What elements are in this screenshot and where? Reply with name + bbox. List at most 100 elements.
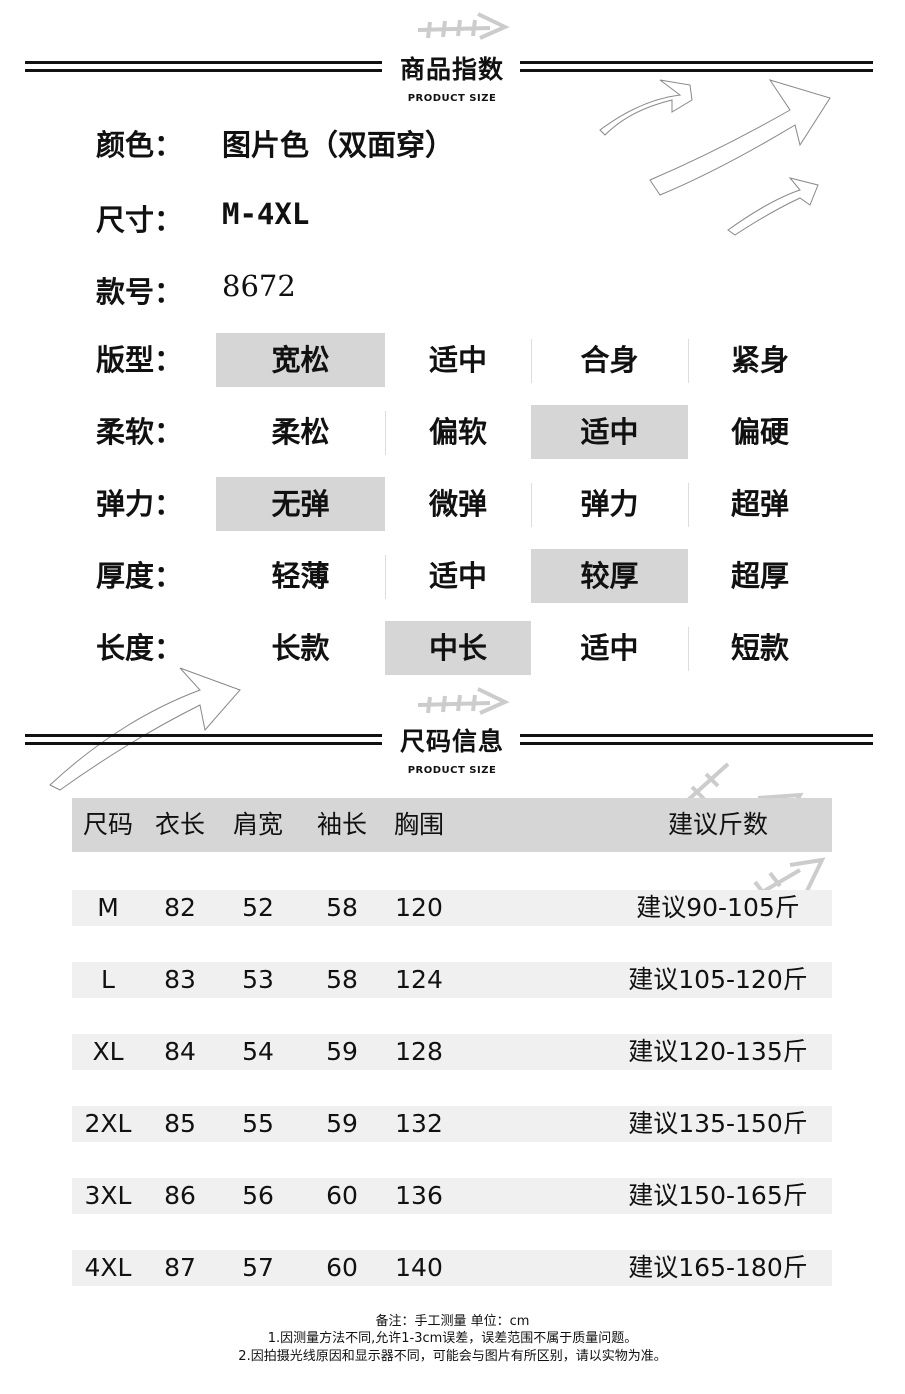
column-header: 建议斤数 xyxy=(667,810,768,839)
attribute-label: 厚度： xyxy=(96,559,184,593)
column-header: 袖长 xyxy=(316,810,367,839)
divider xyxy=(25,69,382,72)
table-cell: 3XL xyxy=(84,1181,132,1210)
section-title: 商品指数 xyxy=(399,55,504,84)
info-value: 8672 xyxy=(222,269,296,303)
column-header: 衣长 xyxy=(154,810,205,839)
table-cell: 建议165-180斤 xyxy=(628,1253,808,1282)
info-label: 尺寸： xyxy=(96,203,184,237)
table-cell: 59 xyxy=(326,1109,358,1138)
divider xyxy=(25,734,382,737)
table-cell: 建议105-120斤 xyxy=(628,965,808,994)
divider xyxy=(385,411,386,455)
divider xyxy=(25,742,382,745)
table-cell: 建议150-165斤 xyxy=(628,1181,808,1210)
attribute-option: 超弹 xyxy=(730,487,789,521)
attribute-option: 长款 xyxy=(271,631,330,665)
attribute-option: 合身 xyxy=(580,343,639,377)
attribute-option: 短款 xyxy=(730,631,789,665)
attribute-option: 超厚 xyxy=(730,559,789,593)
divider xyxy=(25,61,382,64)
attribute-row: 版型： 宽松 适中 合身 紧身 xyxy=(0,333,905,387)
attribute-option: 柔松 xyxy=(271,415,330,449)
attribute-option: 适中 xyxy=(428,343,487,377)
divider xyxy=(531,339,532,383)
table-cell: 2XL xyxy=(84,1109,132,1138)
attribute-label: 柔软： xyxy=(96,415,184,449)
table-cell: 124 xyxy=(395,965,443,994)
section-subtitle: PRODUCT SIZE xyxy=(407,765,497,776)
divider xyxy=(688,483,689,527)
table-row: L 83 53 58 124 建议105-120斤 xyxy=(72,962,832,998)
attribute-option: 无弹 xyxy=(216,477,385,531)
table-cell: 56 xyxy=(242,1181,274,1210)
divider xyxy=(520,61,873,64)
table-cell: M xyxy=(97,893,119,922)
table-cell: 132 xyxy=(395,1109,443,1138)
info-label: 颜色： xyxy=(96,128,184,162)
attribute-option: 微弹 xyxy=(428,487,487,521)
divider xyxy=(520,69,873,72)
info-value: 图片色（双面穿） xyxy=(222,128,455,162)
table-cell: 60 xyxy=(326,1253,358,1282)
info-color: 颜色： 图片色（双面穿） xyxy=(96,122,454,164)
table-cell: 84 xyxy=(164,1037,196,1066)
attribute-label: 版型： xyxy=(96,343,184,377)
table-cell: 85 xyxy=(164,1109,196,1138)
table-cell: 58 xyxy=(326,893,358,922)
note-line: 1.因测量方法不同,允许1-3cm误差，误差范围不属于质量问题。 xyxy=(267,1331,638,1346)
table-cell: 87 xyxy=(164,1253,196,1282)
info-size: 尺寸： M-4XL xyxy=(96,197,309,239)
attribute-label: 长度： xyxy=(96,631,184,665)
table-cell: 54 xyxy=(242,1037,274,1066)
attribute-option: 适中 xyxy=(428,559,487,593)
section-title: 尺码信息 xyxy=(399,727,504,756)
table-row: 3XL 86 56 60 136 建议150-165斤 xyxy=(72,1178,832,1214)
attribute-row: 长度： 长款 中长 适中 短款 xyxy=(0,621,905,675)
table-cell: 86 xyxy=(164,1181,196,1210)
note-line: 2.因拍摄光线原因和显示器不同，可能会与图片有所区别，请以实物为准。 xyxy=(238,1349,667,1364)
table-cell: 55 xyxy=(242,1109,274,1138)
table-cell: 59 xyxy=(326,1037,358,1066)
attribute-option: 弹力 xyxy=(580,487,639,521)
attribute-option: 适中 xyxy=(580,631,639,665)
divider xyxy=(520,742,873,745)
attribute-label: 弹力： xyxy=(96,487,184,521)
table-cell: 120 xyxy=(395,893,443,922)
table-cell: 建议135-150斤 xyxy=(628,1109,808,1138)
table-cell: 建议90-105斤 xyxy=(636,893,800,922)
attribute-option: 宽松 xyxy=(216,333,385,387)
table-row: 4XL 87 57 60 140 建议165-180斤 xyxy=(72,1250,832,1286)
column-header: 胸围 xyxy=(393,810,444,839)
table-cell: 4XL xyxy=(84,1253,132,1282)
table-cell: 136 xyxy=(395,1181,443,1210)
table-cell: 140 xyxy=(395,1253,443,1282)
table-row: 2XL 85 55 59 132 建议135-150斤 xyxy=(72,1106,832,1142)
attribute-row: 柔软： 柔松 偏软 适中 偏硬 xyxy=(0,405,905,459)
table-cell: 82 xyxy=(164,893,196,922)
divider xyxy=(688,339,689,383)
size-table-header: 尺码 衣长 肩宽 袖长 胸围 建议斤数 xyxy=(72,798,832,852)
column-header: 尺码 xyxy=(82,810,133,839)
divider xyxy=(688,627,689,671)
attribute-option: 紧身 xyxy=(730,343,789,377)
attribute-option: 偏硬 xyxy=(730,415,789,449)
attribute-option: 适中 xyxy=(531,405,688,459)
column-header: 肩宽 xyxy=(232,810,283,839)
table-cell: 128 xyxy=(395,1037,443,1066)
attribute-option: 中长 xyxy=(385,621,531,675)
divider xyxy=(385,555,386,599)
section-subtitle: PRODUCT SIZE xyxy=(407,93,497,104)
divider xyxy=(520,734,873,737)
table-cell: 52 xyxy=(242,893,274,922)
table-cell: 83 xyxy=(164,965,196,994)
table-cell: L xyxy=(101,965,115,994)
note-title: 备注：手工测量 单位：cm xyxy=(375,1314,530,1329)
table-row: M 82 52 58 120 建议90-105斤 xyxy=(72,890,832,926)
info-style-number: 款号： 8672 xyxy=(96,269,296,311)
info-value: M-4XL xyxy=(222,197,310,231)
attribute-option: 偏软 xyxy=(428,415,487,449)
table-cell: 60 xyxy=(326,1181,358,1210)
info-label: 款号： xyxy=(96,275,184,309)
attribute-option: 轻薄 xyxy=(271,559,330,593)
